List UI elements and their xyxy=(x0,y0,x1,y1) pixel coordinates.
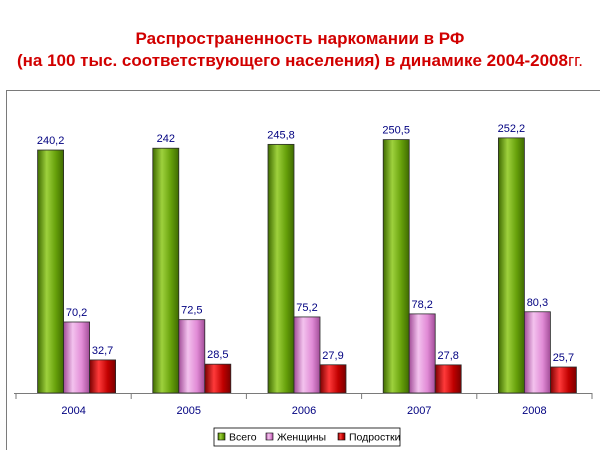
legend-box xyxy=(213,427,401,447)
x-tick-label-2005: 2005 xyxy=(177,405,201,417)
data-label-Женщины-2006: 75,2 xyxy=(296,302,317,314)
bar-Всего-2007 xyxy=(382,139,410,394)
bar-Женщины-2007 xyxy=(408,313,436,394)
x-tick-label-2004: 2004 xyxy=(61,405,85,417)
bar-Женщины-2008 xyxy=(524,311,551,394)
bar-Всего-2008 xyxy=(497,137,525,394)
data-label-Всего-2007: 250,5 xyxy=(382,125,410,137)
bar-Подростки-2007 xyxy=(434,364,462,394)
bar-Женщины-2004 xyxy=(63,321,90,394)
bar-Всего-2006 xyxy=(267,143,295,394)
bar-Женщины-2006 xyxy=(293,316,321,394)
data-label-Женщины-2004: 70,2 xyxy=(66,307,87,319)
bar-Подростки-2006 xyxy=(319,364,347,394)
data-label-Подростки-2008: 25,7 xyxy=(553,352,574,364)
legend-swatch-Подростки xyxy=(337,432,346,441)
data-label-Подростки-2005: 28,5 xyxy=(207,349,228,361)
data-label-Всего-2008: 252,2 xyxy=(498,123,526,135)
data-label-Всего-2006: 245,8 xyxy=(267,129,295,141)
data-labels: 240,2 70,2 32,7 242 72,5 28,5 245,8 75,2 27,9 250… xyxy=(37,123,574,364)
chart-title-line-2-suffix: гг. xyxy=(567,51,584,70)
data-label-Женщины-2005: 72,5 xyxy=(181,305,202,317)
data-label-Женщины-2008: 80,3 xyxy=(527,297,548,309)
bar-Подростки-2004 xyxy=(89,359,116,394)
chart-title: Распространенность наркомании в РФ (на 1… xyxy=(0,28,600,72)
data-label-Подростки-2006: 27,9 xyxy=(322,350,343,362)
chart-title-line-1: Распространенность наркомании в РФ xyxy=(135,29,465,48)
data-label-Подростки-2007: 27,8 xyxy=(437,350,458,362)
legend-swatch-Женщины xyxy=(265,432,274,441)
data-label-Подростки-2004: 32,7 xyxy=(92,345,113,357)
bar-Всего-2005 xyxy=(152,147,180,394)
data-label-Женщины-2007: 78,2 xyxy=(411,299,432,311)
legend-label-Подростки: Подростки xyxy=(349,432,401,444)
bar-Подростки-2008 xyxy=(550,366,577,394)
legend-swatch-Всего xyxy=(217,432,226,441)
legend-label-Женщины: Женщины xyxy=(277,432,326,444)
chart-title-line-2: (на 100 тыс. соответствующего населения)… xyxy=(0,50,600,72)
x-tick-label-2006: 2006 xyxy=(292,405,316,417)
bar-Подростки-2005 xyxy=(204,363,232,394)
legend: Всего Женщины Подростки xyxy=(213,427,401,447)
x-axis: 2004 2005 2006 2007 2008 xyxy=(14,393,593,417)
data-label-Всего-2005: 242 xyxy=(157,133,175,145)
legend-label-Всего: Всего xyxy=(229,432,257,444)
x-tick-label-2008: 2008 xyxy=(522,405,546,417)
bar-Женщины-2005 xyxy=(178,319,206,394)
bars-layer xyxy=(37,137,577,394)
data-label-Всего-2004: 240,2 xyxy=(37,135,65,147)
bar-Всего-2004 xyxy=(37,149,64,394)
x-tick-label-2007: 2007 xyxy=(407,405,431,417)
chart-title-line-2-main: (на 100 тыс. соответствующего населения)… xyxy=(16,51,568,70)
